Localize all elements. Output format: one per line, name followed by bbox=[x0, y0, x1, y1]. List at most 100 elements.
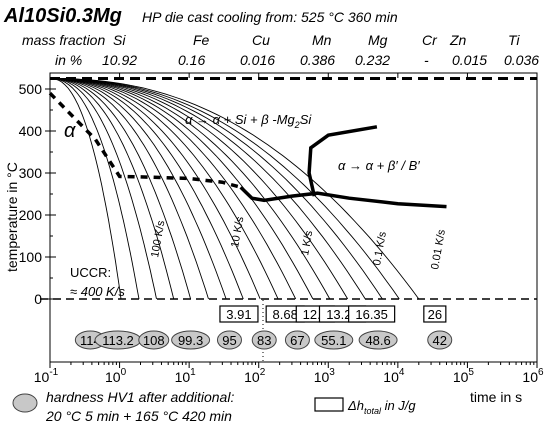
x-tick-base: 10 bbox=[522, 369, 538, 385]
hardness-ellipse bbox=[284, 330, 310, 350]
hardness-value: 114 bbox=[80, 333, 101, 348]
element-symbol: Ti bbox=[508, 32, 520, 48]
upper-phase-sub: 2 bbox=[294, 120, 300, 130]
hardness-legend-line2: 20 °C 5 min + 165 °C 420 min bbox=[45, 408, 232, 424]
enthalpy-value: 16.35 bbox=[355, 307, 388, 322]
cooling-curve bbox=[50, 78, 244, 300]
element-value: - bbox=[424, 52, 429, 68]
y-tick-label: 0 bbox=[34, 291, 42, 307]
hardness-value: 48.6 bbox=[365, 333, 390, 348]
x-tick-label: 105 bbox=[453, 367, 475, 385]
x-tick-base: 10 bbox=[105, 369, 121, 385]
cooling-rate-labels: 100 K/s 10 K/s 1 K/s 0.1 K/s 0.01 K/s bbox=[149, 215, 448, 270]
x-tick-base: 10 bbox=[34, 369, 50, 385]
cooling-curve bbox=[50, 78, 331, 300]
hardness-value: 99.3 bbox=[178, 333, 203, 348]
y-tick-label: 100 bbox=[19, 249, 43, 265]
x-tick-label: 106 bbox=[522, 367, 544, 385]
hardness-ellipse bbox=[251, 330, 277, 350]
cooling-rate-label: 0.1 K/s bbox=[371, 230, 389, 266]
enthalpy-box bbox=[423, 305, 447, 323]
x-tick-label: 101 bbox=[175, 367, 197, 385]
element-symbol: Cu bbox=[252, 32, 270, 48]
cooling-rate-label: 0.01 K/s bbox=[429, 228, 448, 270]
y-tick-label: 200 bbox=[19, 207, 43, 223]
enthalpy-value: 3.91 bbox=[226, 307, 251, 322]
x-tick-exponent: 2 bbox=[260, 367, 266, 378]
element-value: 0.016 bbox=[240, 52, 275, 68]
enthalpy-value: 26 bbox=[428, 307, 442, 322]
cooling-curve bbox=[50, 78, 261, 300]
cooling-rate-label: 1 K/s bbox=[299, 229, 315, 256]
hardness-value: 95 bbox=[222, 333, 236, 348]
cooling-curve bbox=[50, 78, 140, 300]
x-tick-exponent: 3 bbox=[329, 367, 335, 378]
cooling-curve bbox=[50, 78, 279, 300]
in-percent-label: in % bbox=[55, 52, 82, 68]
cooling-curve bbox=[50, 78, 383, 300]
x-tick-label: 104 bbox=[383, 367, 405, 385]
enthalpy-legend-label: Δhtotal in J/g bbox=[347, 398, 416, 416]
cooling-rate-label: 10 K/s bbox=[229, 215, 246, 248]
x-tick-exponent: 5 bbox=[468, 367, 474, 378]
x-tick-exponent: 1 bbox=[190, 367, 196, 378]
element-value: 0.232 bbox=[355, 52, 390, 68]
cooling-curves bbox=[50, 78, 420, 300]
plot-frame bbox=[49, 72, 538, 363]
cooling-rate-label: 100 K/s bbox=[149, 219, 167, 258]
element-value: 0.386 bbox=[300, 52, 335, 68]
x-tick-label: 103 bbox=[314, 367, 336, 385]
y-tick-label: 300 bbox=[19, 165, 43, 181]
enthalpy-legend-marker bbox=[314, 397, 344, 412]
enthalpy-legend-unit: in J/g bbox=[381, 398, 416, 413]
element-value: 10.92 bbox=[102, 52, 137, 68]
hardness-legend-marker bbox=[12, 393, 38, 413]
hardness-ellipse bbox=[171, 330, 211, 350]
hardness-ellipse bbox=[427, 330, 453, 350]
x-tick-exponent: 4 bbox=[399, 367, 405, 378]
x-tick-base: 10 bbox=[175, 369, 191, 385]
element-values: 10.92 0.16 0.016 0.386 0.232 - 0.015 0.036 bbox=[102, 52, 539, 68]
cooling-curve bbox=[50, 78, 420, 300]
hardness-value: 83 bbox=[257, 333, 271, 348]
hardness-value: 108 bbox=[143, 333, 165, 348]
upper-phase-end: Si bbox=[300, 112, 313, 127]
x-ticks bbox=[49, 73, 538, 368]
hardness-ellipse bbox=[314, 330, 354, 350]
precipitation-curve bbox=[239, 186, 447, 209]
uccr-label: UCCR: bbox=[70, 265, 111, 280]
hardness-value: 42 bbox=[433, 333, 447, 348]
hardness-value: 55.1 bbox=[321, 333, 346, 348]
x-axis-label: time in s bbox=[470, 389, 522, 405]
x-tick-base: 10 bbox=[453, 369, 469, 385]
cooling-curve bbox=[50, 78, 297, 300]
alloy-title: Al10Si0.3Mg bbox=[3, 5, 122, 27]
x-tick-label: 10-1 bbox=[34, 367, 59, 385]
x-tick-labels: 10-1 100 101 102 103 104 105 106 bbox=[34, 367, 544, 385]
element-symbol: Mg bbox=[368, 32, 388, 48]
x-tick-base: 10 bbox=[383, 369, 399, 385]
upper-phase-main: α → α + Si + β -Mg bbox=[185, 112, 295, 127]
enthalpy-box bbox=[348, 305, 396, 323]
cooling-curve bbox=[50, 78, 209, 300]
cooling-curve bbox=[50, 78, 175, 300]
x-tick-base: 10 bbox=[244, 369, 260, 385]
enthalpy-box bbox=[219, 305, 259, 323]
cooling-curve bbox=[50, 78, 314, 300]
cooling-curve bbox=[50, 78, 122, 300]
lower-phase-label: α → α + β′ / B′ bbox=[338, 158, 420, 173]
x-tick-exponent: 0 bbox=[121, 367, 127, 378]
alpha-label: α bbox=[64, 120, 76, 142]
x-tick-base: 10 bbox=[314, 369, 330, 385]
x-tick-exponent: 6 bbox=[538, 367, 544, 378]
cooling-curve bbox=[50, 78, 349, 300]
hardness-value: 67 bbox=[290, 333, 304, 348]
cooling-curve bbox=[50, 78, 366, 300]
element-value: 0.036 bbox=[504, 52, 539, 68]
hardness-value: 113.2 bbox=[102, 333, 134, 348]
y-tick-label: 400 bbox=[19, 123, 43, 139]
cooling-curve bbox=[50, 78, 192, 300]
enthalpy-value: 8.68 bbox=[273, 307, 298, 322]
